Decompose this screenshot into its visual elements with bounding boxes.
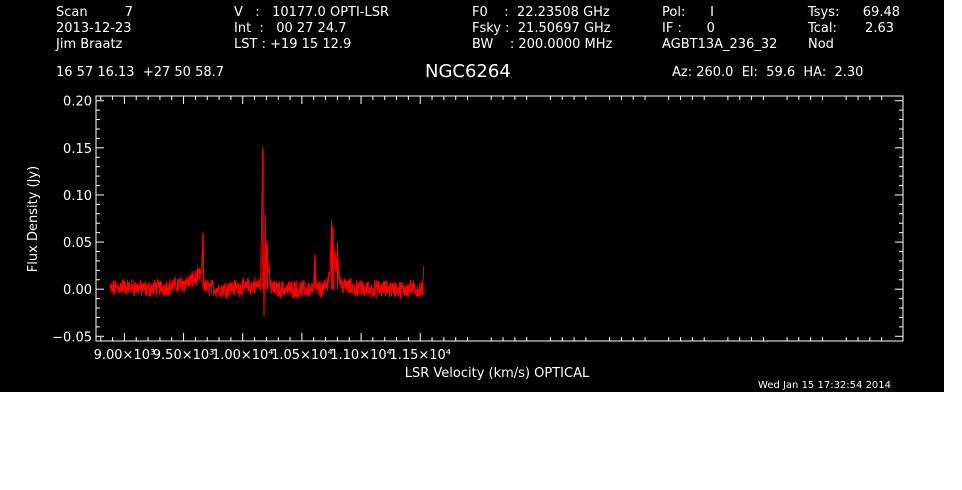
timestamp: Wed Jan 15 17:32:54 2014 — [758, 380, 892, 391]
y-tick-label: 0.00 — [63, 283, 92, 298]
rest-frequency-label: F0 : 22.23508 GHz — [472, 5, 610, 20]
polarization-label: Pol: I — [662, 5, 714, 20]
integration-label: Int : 00 27 24.7 — [234, 21, 347, 36]
x-tick-label: 1.00×10⁴ — [212, 348, 274, 363]
az-el-ha-label: Az: 260.0 El: 59.6 HA: 2.30 — [672, 65, 864, 80]
y-tick-label: 0.15 — [63, 142, 92, 157]
x-tick-label: 1.15×10⁴ — [389, 348, 451, 363]
y-tick-label: 0.20 — [63, 95, 92, 110]
y-axis-label: Flux Density (Jy) — [26, 166, 41, 272]
velocity-label: V : 10177.0 OPTI-LSR — [234, 5, 390, 20]
y-tick-label: −0.05 — [52, 330, 92, 345]
y-tick-label: 0.10 — [63, 189, 92, 204]
source-name: NGC6264 — [425, 61, 511, 82]
spectrum-line — [109, 147, 425, 317]
y-tick-label: 0.05 — [63, 236, 92, 251]
if-label: IF : 0 — [662, 21, 715, 36]
plot-frame — [95, 95, 904, 342]
tsys-label: Tsys: — [808, 5, 840, 20]
project-label: AGBT13A_236_32 — [662, 37, 778, 52]
tsys-value: 69.48 — [862, 5, 900, 20]
x-tick-label: 1.10×10⁴ — [330, 348, 392, 363]
lst-label: LST : +19 15 12.9 — [234, 37, 352, 52]
scan-label: Scan 7 — [56, 5, 134, 20]
x-axis-label: LSR Velocity (km/s) OPTICAL — [405, 366, 590, 381]
spectrum-panel: Scan 7 2013-12-23 Jim Braatz V : 10177.0… — [0, 0, 944, 392]
tcal-label: Tcal: — [808, 21, 837, 36]
observer-label: Jim Braatz — [56, 37, 123, 52]
tcal-value: 2.63 — [865, 21, 894, 36]
sky-frequency-label: Fsky : 21.50697 GHz — [472, 21, 611, 36]
date-label: 2013-12-23 — [56, 21, 132, 36]
spectrum-chart: 9.00×10³9.50×10³1.00×10⁴1.05×10⁴1.10×10⁴… — [26, 95, 904, 381]
x-tick-label: 1.05×10⁴ — [271, 348, 333, 363]
procedure-label: Nod — [808, 37, 834, 52]
x-tick-label: 9.00×10³ — [94, 348, 156, 363]
bandwidth-label: BW : 200.0000 MHz — [472, 37, 613, 52]
source-coordinates: 16 57 16.13 +27 50 58.7 — [56, 65, 225, 80]
x-tick-label: 9.50×10³ — [153, 348, 215, 363]
